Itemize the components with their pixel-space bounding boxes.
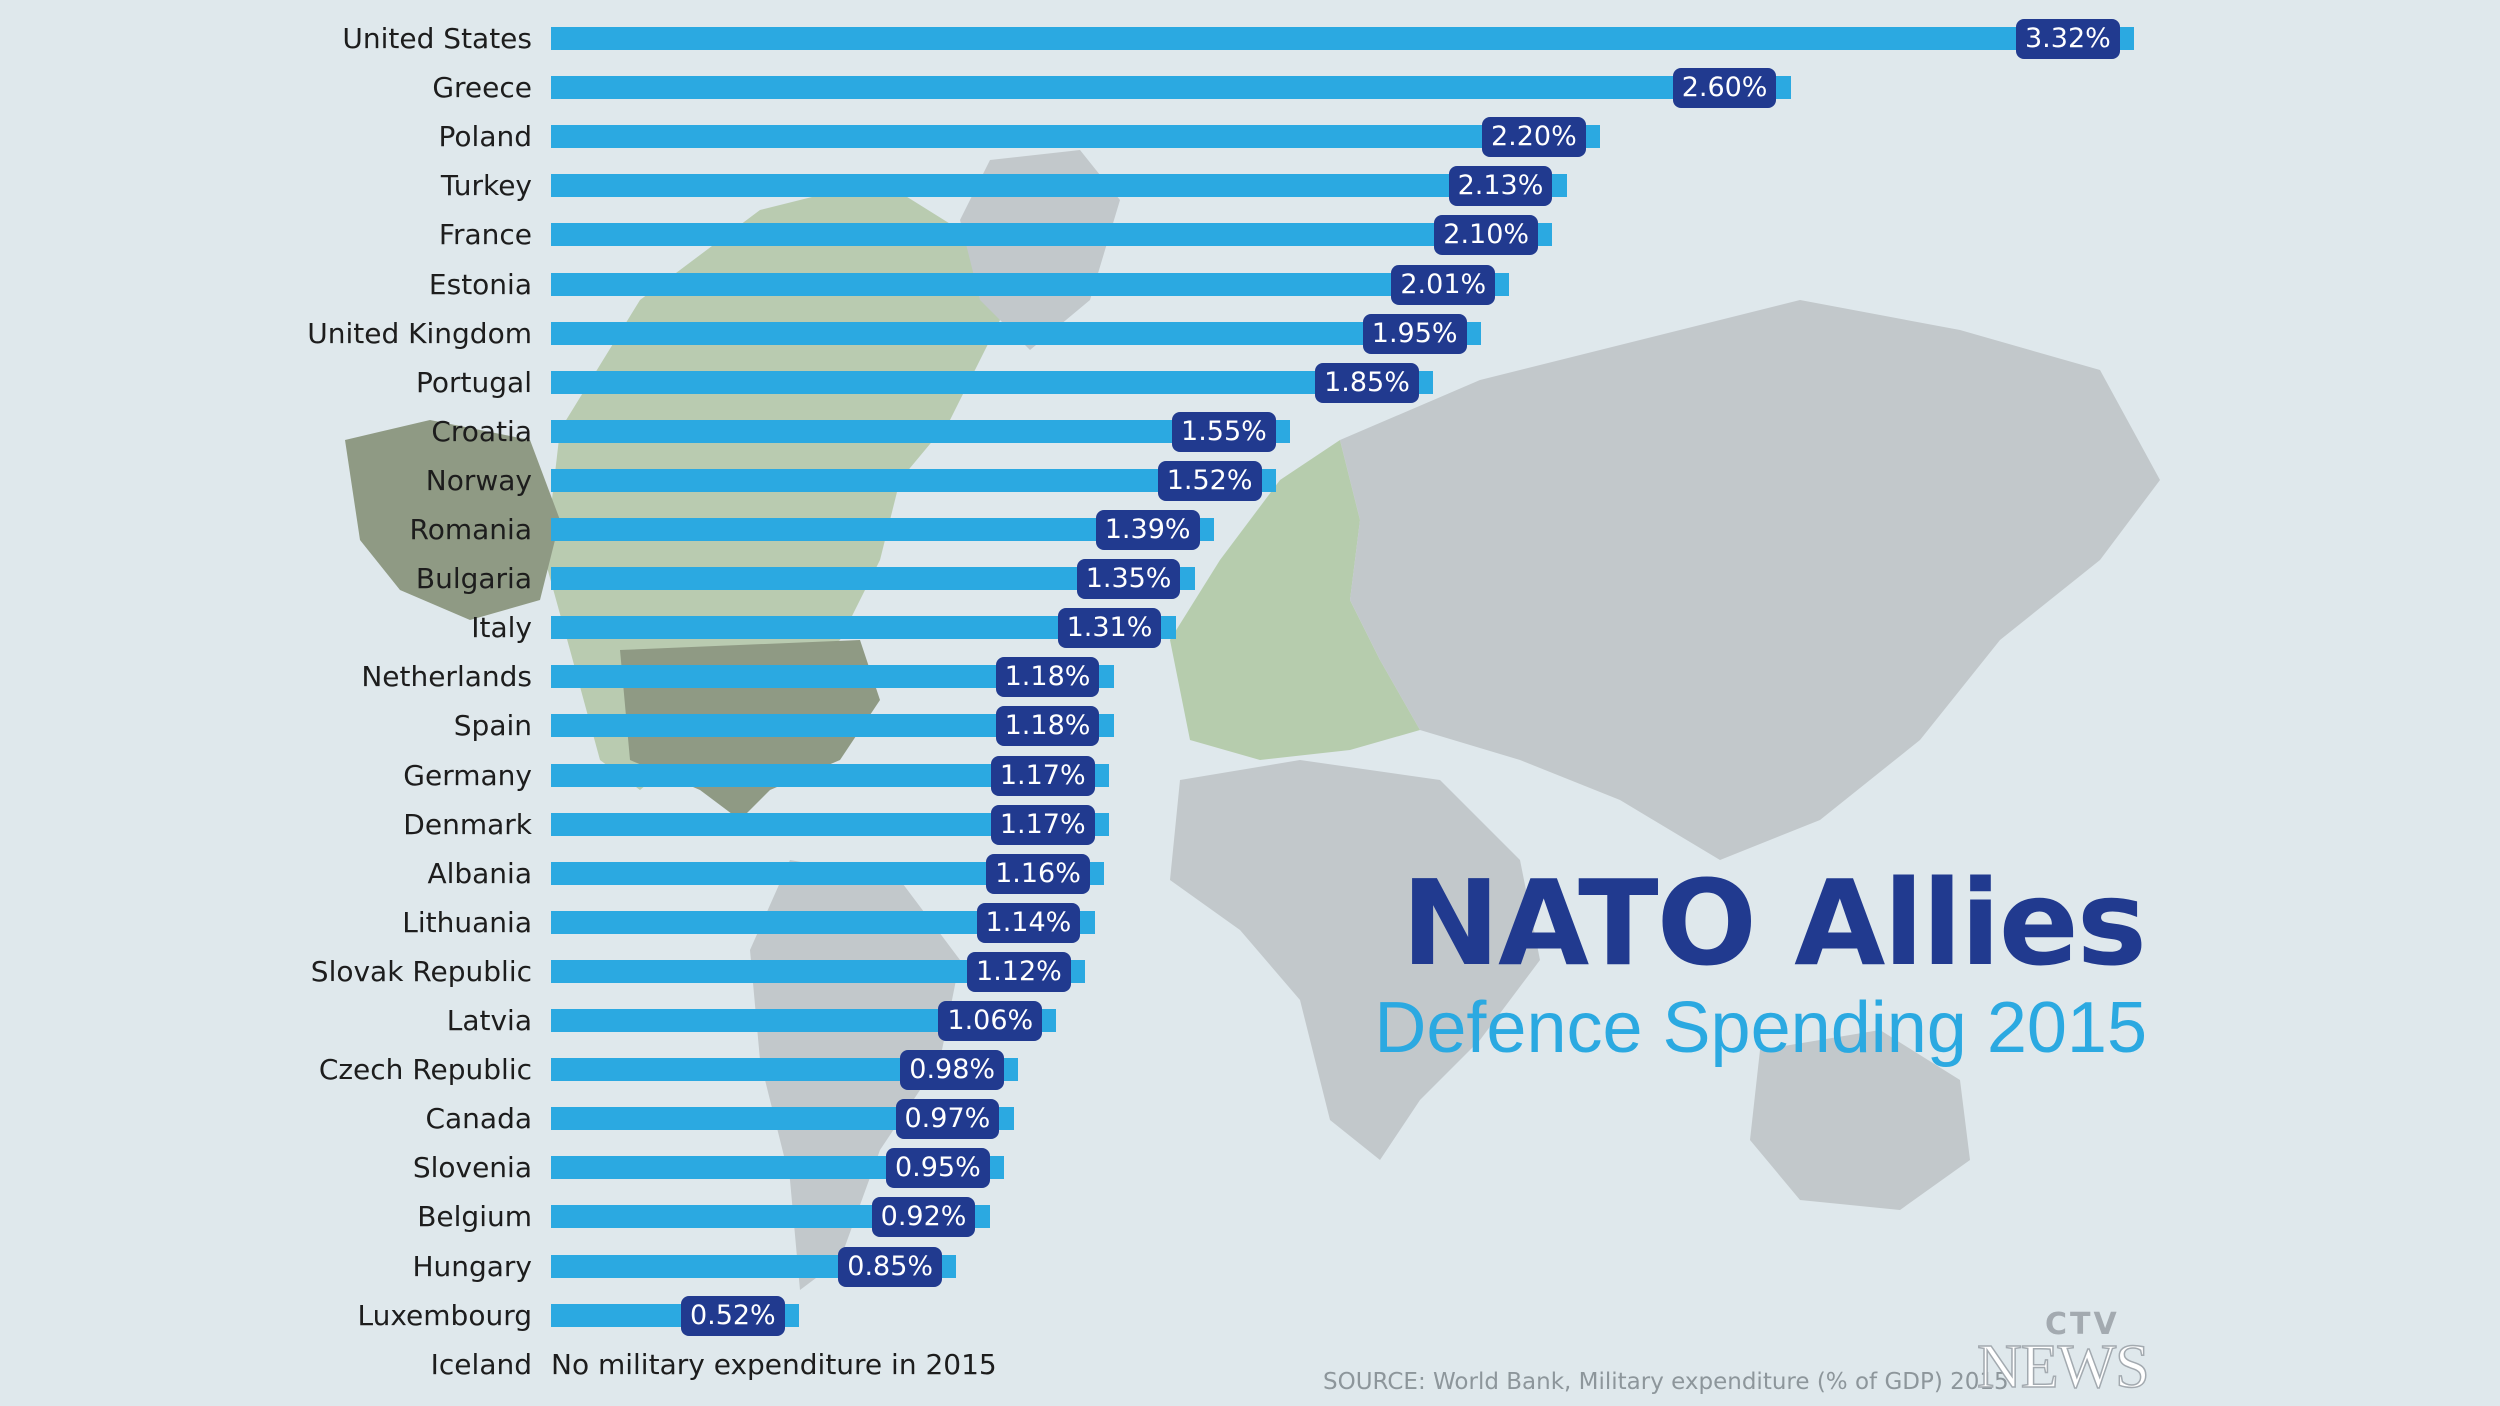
category-label: Italy xyxy=(471,611,532,645)
no-data-note: No military expenditure in 2015 xyxy=(551,1347,997,1381)
chart-title: NATO Allies xyxy=(1401,854,2147,992)
value-label: 1.18% xyxy=(995,657,1100,698)
bar xyxy=(551,959,1086,983)
value-label: 0.85% xyxy=(838,1246,943,1287)
value-label: 1.39% xyxy=(1095,510,1200,550)
bar xyxy=(551,419,1291,443)
category-label: Slovak Republic xyxy=(310,954,532,988)
bar xyxy=(551,518,1214,541)
category-label: Slovenia xyxy=(412,1151,532,1185)
bar xyxy=(551,125,1600,149)
bar xyxy=(551,910,1095,934)
value-label: 1.17% xyxy=(990,804,1095,845)
bar xyxy=(551,567,1195,591)
news-logo-text: NEWS xyxy=(1976,1332,2150,1402)
category-label: United Kingdom xyxy=(307,316,532,350)
bar xyxy=(551,174,1567,198)
source-note: SOURCE: World Bank, Military expenditure… xyxy=(1323,1369,2009,1395)
africa-shape xyxy=(1170,760,1540,1160)
bar xyxy=(551,665,1114,689)
value-label: 1.06% xyxy=(938,1001,1043,1041)
value-label: 2.60% xyxy=(1672,68,1777,109)
category-label: Netherlands xyxy=(361,660,532,694)
category-label: Latvia xyxy=(446,1004,532,1037)
category-label: Hungary xyxy=(412,1249,532,1283)
bar xyxy=(551,861,1105,885)
value-label: 2.01% xyxy=(1391,264,1496,305)
chart-subtitle: Defence Spending 2015 xyxy=(1374,988,2147,1068)
bar xyxy=(551,616,1176,640)
category-label: Bulgaria xyxy=(415,562,532,596)
value-label: 0.97% xyxy=(895,1099,1000,1140)
bar xyxy=(551,321,1481,345)
alaska-shape xyxy=(345,420,560,620)
category-label: United States xyxy=(342,22,532,55)
value-label: 0.95% xyxy=(885,1148,990,1189)
value-label: 2.10% xyxy=(1434,215,1539,256)
category-label: Portugal xyxy=(416,365,532,399)
category-label: Spain xyxy=(453,709,532,743)
australia-shape xyxy=(1750,1030,1970,1210)
category-label: Luxembourg xyxy=(357,1298,532,1332)
bar xyxy=(551,714,1114,738)
category-label: Albania xyxy=(427,856,532,890)
value-label: 1.31% xyxy=(1057,608,1162,649)
value-label: 1.18% xyxy=(995,706,1100,747)
category-label: Denmark xyxy=(403,807,532,841)
value-label: 1.55% xyxy=(1172,411,1276,452)
bar xyxy=(551,812,1109,836)
bar xyxy=(551,223,1553,247)
value-label: 1.17% xyxy=(990,755,1095,796)
category-label: Belgium xyxy=(417,1200,532,1234)
value-label: 2.20% xyxy=(1481,117,1586,158)
value-label: 2.13% xyxy=(1448,166,1553,207)
category-label: Germany xyxy=(403,758,532,792)
value-label: 0.52% xyxy=(680,1295,785,1336)
value-label: 0.98% xyxy=(900,1050,1005,1091)
category-label: Czech Republic xyxy=(318,1053,532,1087)
bar xyxy=(551,370,1434,394)
category-label: France xyxy=(438,218,532,252)
europe-shape xyxy=(1170,440,1420,760)
category-label: Estonia xyxy=(428,267,532,301)
category-label: Norway xyxy=(425,463,532,497)
bar xyxy=(551,27,2134,50)
value-label: 1.12% xyxy=(967,951,1071,992)
value-label: 1.14% xyxy=(976,902,1081,943)
category-label: Canada xyxy=(425,1102,532,1136)
category-label: Poland xyxy=(438,120,532,154)
value-label: 0.92% xyxy=(871,1197,976,1238)
value-label: 1.95% xyxy=(1362,313,1467,354)
value-label: 1.16% xyxy=(986,853,1090,894)
ctv-logo-text: CTV xyxy=(2045,1307,2120,1342)
bar xyxy=(551,1009,1057,1032)
value-label: 1.52% xyxy=(1157,460,1262,501)
category-label: Iceland xyxy=(430,1347,532,1381)
category-label: Turkey xyxy=(440,169,532,203)
category-label: Romania xyxy=(409,513,532,546)
bar xyxy=(551,76,1791,100)
greenland-shape xyxy=(960,150,1120,350)
bar xyxy=(551,468,1276,492)
bar xyxy=(551,763,1109,787)
bar xyxy=(551,272,1510,296)
category-label: Lithuania xyxy=(402,905,532,939)
category-label: Croatia xyxy=(431,414,532,448)
value-label: 1.85% xyxy=(1315,362,1419,403)
category-label: Greece xyxy=(432,71,532,105)
value-label: 1.35% xyxy=(1076,559,1181,600)
value-label: 3.32% xyxy=(2016,19,2120,59)
eurasia-shape xyxy=(1340,300,2160,860)
